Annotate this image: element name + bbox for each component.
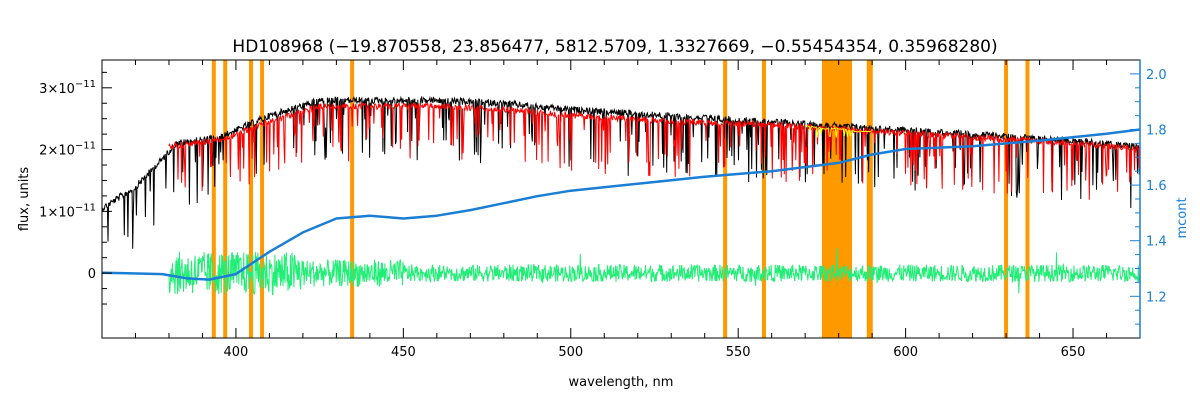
x-tick-label: 650 (1061, 345, 1086, 360)
excluded-line (723, 60, 728, 338)
x-tick-label: 600 (893, 345, 918, 360)
excluded-line (761, 60, 766, 338)
y-tick-label: 2×10−11 (39, 141, 96, 159)
y-tick-exponent: −11 (75, 202, 96, 213)
y-tick-exponent: −11 (75, 79, 96, 90)
x-tick-label: 550 (726, 345, 751, 360)
excluded-band (821, 60, 853, 338)
excluded-line (249, 60, 254, 338)
y-right-axis-label: mcont (1175, 197, 1190, 238)
plot-area (101, 60, 1141, 338)
axes: 400 450 500 550 600 65001×10−112×10−113×10−11… (39, 60, 1167, 360)
excluded-line (1025, 60, 1030, 338)
model-spectrum-line (168, 101, 1141, 200)
excluded-line (350, 60, 355, 338)
y-right-tick-label: 1.6 (1146, 179, 1167, 194)
excluded-line (260, 60, 265, 338)
masked-segment-line (804, 124, 872, 138)
x-axis-label: wavelength, nm (569, 375, 674, 390)
y-right-tick-label: 2.0 (1146, 68, 1167, 83)
continuum-line (101, 128, 1141, 281)
excluded-line (211, 60, 216, 338)
y-right-tick-label: 1.2 (1146, 290, 1167, 305)
y-tick-mantissa: 2×10 (39, 144, 75, 159)
residuals-line (168, 248, 1141, 296)
y-tick-label: 0 (88, 267, 96, 282)
excluded-line (866, 60, 871, 338)
y-right-tick-label: 1.8 (1146, 124, 1167, 139)
y-tick-label: 1×10−11 (39, 202, 96, 220)
y-right-tick-label: 1.4 (1146, 235, 1167, 250)
x-tick-label: 400 (224, 345, 249, 360)
y-tick-exponent: −11 (75, 141, 96, 152)
y-axis-label: flux, units (17, 167, 32, 232)
y-tick-label: 3×10−11 (39, 79, 96, 97)
chart-title: HD108968 (−19.870558, 23.856477, 5812.57… (232, 37, 997, 57)
excluded-line (223, 60, 228, 338)
y-tick-mantissa: 0 (88, 267, 96, 282)
excluded-line (868, 60, 873, 338)
x-tick-label: 450 (391, 345, 416, 360)
x-tick-label: 500 (558, 345, 583, 360)
y-tick-mantissa: 3×10 (39, 82, 75, 97)
excluded-line (1004, 60, 1009, 338)
y-tick-mantissa: 1×10 (39, 205, 75, 220)
